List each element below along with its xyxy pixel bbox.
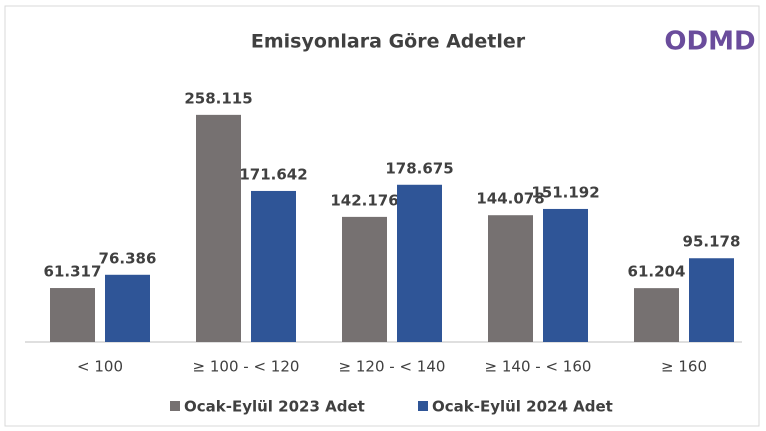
bar: [342, 216, 387, 342]
x-tick-label: ≥ 120 - < 140: [339, 358, 446, 376]
bar: [50, 288, 95, 342]
legend-swatch: [170, 401, 180, 411]
value-label: 61.204: [628, 263, 686, 281]
x-tick-label: ≥ 140 - < 160: [485, 358, 592, 376]
value-label: 258.115: [184, 89, 252, 107]
bar: [196, 114, 241, 343]
bar: [251, 190, 296, 342]
bar: [634, 288, 679, 342]
value-label: 61.317: [44, 263, 102, 281]
value-label: 142.176: [330, 191, 398, 209]
x-tick-label: ≥ 160: [661, 358, 707, 376]
chart-title: Emisyonlara Göre Adetler: [251, 31, 526, 53]
bar: [105, 274, 150, 342]
bar: [488, 215, 533, 342]
bar: [397, 184, 442, 342]
value-label: 144.078: [476, 190, 544, 208]
value-label: 171.642: [239, 165, 307, 183]
value-label: 178.675: [385, 159, 453, 177]
value-label: 95.178: [683, 233, 741, 251]
legend-label: Ocak-Eylül 2024 Adet: [432, 398, 613, 416]
chart-frame: [4, 5, 760, 427]
legend-swatch: [418, 401, 428, 411]
value-label: 151.192: [531, 183, 599, 201]
bar: [543, 208, 588, 342]
bar: [689, 258, 734, 342]
value-label: 76.386: [99, 249, 157, 267]
x-tick-label: ≥ 100 - < 120: [193, 358, 300, 376]
x-tick-label: < 100: [77, 358, 123, 376]
legend-label: Ocak-Eylül 2023 Adet: [184, 398, 365, 416]
logo: ODMD: [664, 27, 755, 57]
